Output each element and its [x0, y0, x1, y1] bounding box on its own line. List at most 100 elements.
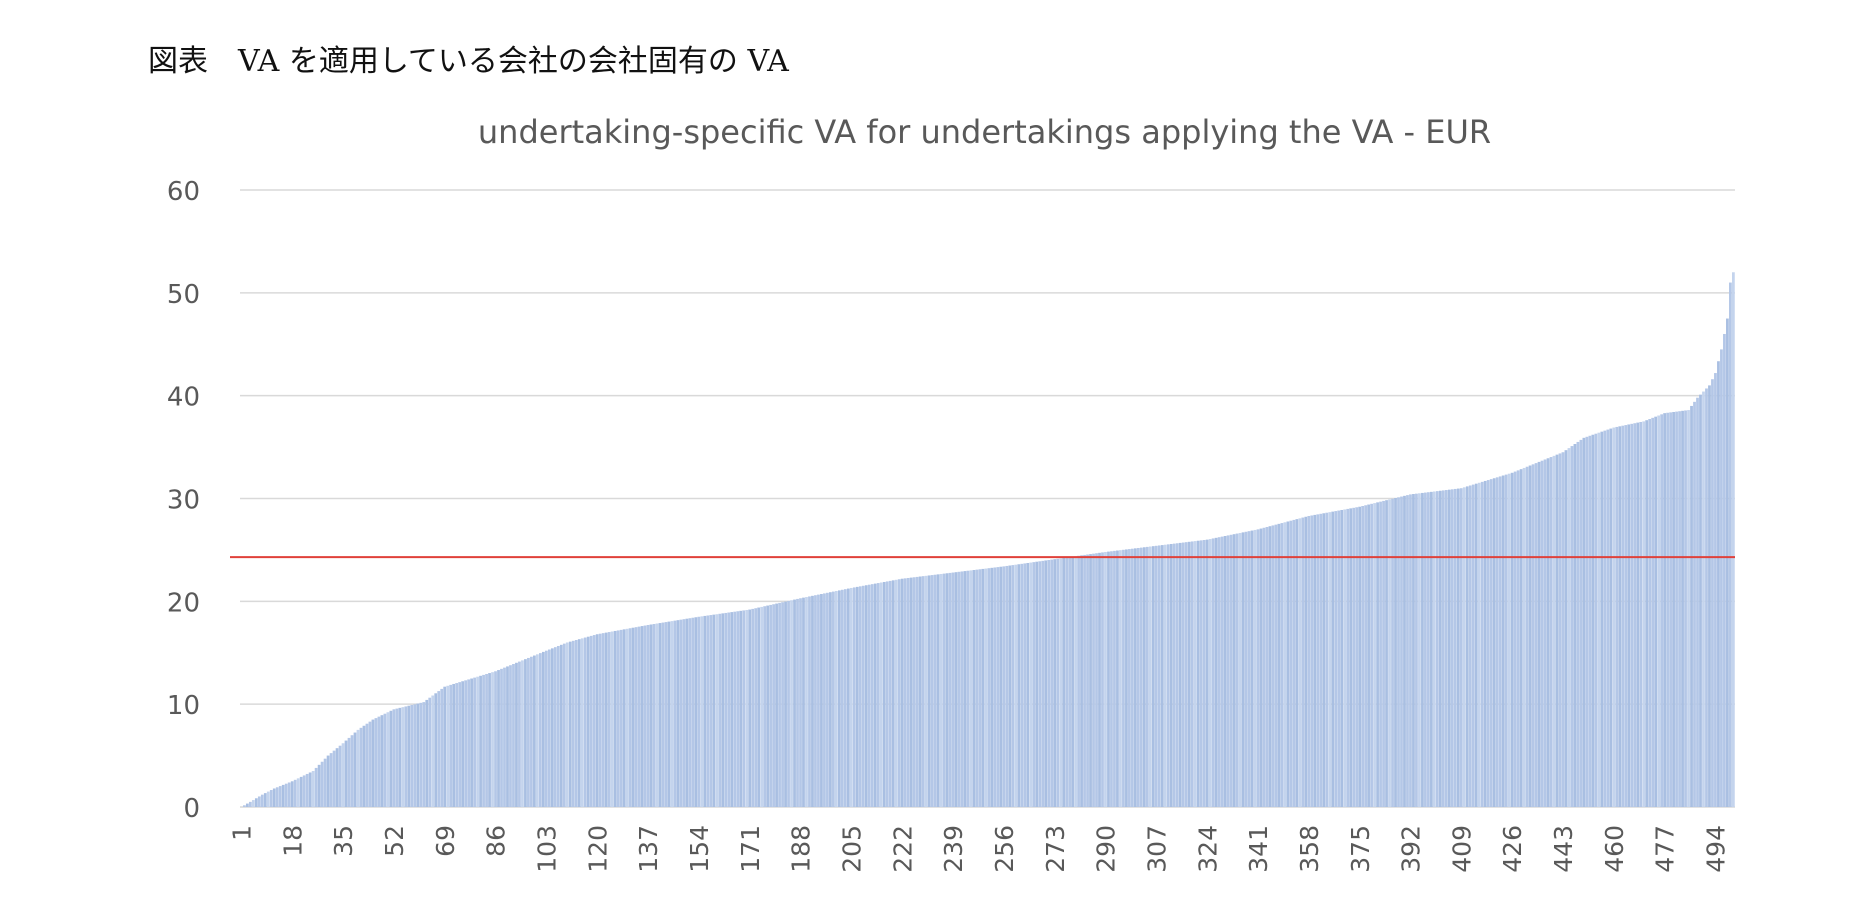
bar: [855, 586, 859, 807]
bar: [637, 626, 641, 807]
bar: [897, 579, 901, 807]
bar: [1220, 536, 1224, 807]
bar: [479, 675, 482, 807]
bar: [547, 649, 551, 807]
bar: [527, 657, 530, 807]
bar: [1714, 373, 1717, 807]
bar: [1098, 552, 1101, 807]
bar: [1238, 532, 1242, 807]
bar: [1035, 561, 1039, 807]
bar: [1328, 512, 1332, 807]
bar: [1023, 563, 1027, 807]
bar: [1436, 491, 1439, 807]
bar: [1325, 512, 1329, 807]
bar: [610, 631, 614, 807]
bar: [1077, 555, 1080, 807]
bar: [661, 622, 665, 807]
bar: [1080, 555, 1083, 807]
bar: [1504, 474, 1508, 807]
bar: [1633, 423, 1637, 807]
bar: [1283, 522, 1287, 807]
bar: [398, 707, 402, 807]
bar: [374, 718, 378, 807]
bar: [1540, 460, 1544, 807]
bar: [829, 592, 832, 807]
x-axis-ticks: 1 18 35 52 69 86 103 120 137 154 171 188 205 222 239 25…: [228, 825, 1731, 873]
bar: [936, 574, 940, 807]
bar: [1310, 515, 1314, 807]
bar: [1017, 564, 1021, 807]
bar: [1489, 479, 1493, 807]
bar: [1483, 480, 1487, 807]
bar: [320, 761, 324, 807]
bar: [539, 653, 542, 807]
bar: [954, 572, 958, 807]
bar: [389, 710, 393, 807]
bar: [1026, 562, 1030, 807]
bar: [1331, 511, 1335, 807]
bar: [589, 635, 593, 807]
bar: [1597, 432, 1601, 807]
bar: [879, 582, 883, 807]
bar: [1510, 472, 1514, 807]
bar: [1262, 527, 1266, 807]
bar: [1196, 540, 1200, 807]
bar: [613, 630, 617, 807]
bar: [284, 783, 288, 807]
bar: [778, 602, 781, 807]
bar: [676, 620, 680, 807]
bar: [500, 668, 503, 807]
bar: [1349, 508, 1353, 807]
bar: [1367, 504, 1370, 807]
bar: [1211, 538, 1215, 807]
bar: [802, 597, 805, 807]
bar: [1370, 503, 1373, 807]
bar: [709, 615, 713, 807]
bar: [1157, 545, 1161, 807]
bar: [347, 737, 351, 807]
bar: [1720, 349, 1723, 807]
x-tick-label: 307: [1142, 825, 1171, 873]
bar: [568, 641, 572, 807]
bar: [858, 586, 862, 807]
x-tick-label: 1: [228, 825, 257, 841]
bar: [440, 688, 444, 807]
bar: [266, 791, 270, 807]
bar: [536, 654, 539, 807]
bar: [562, 643, 566, 807]
bar: [470, 678, 473, 807]
bar: [1044, 560, 1048, 807]
bar: [1690, 405, 1693, 807]
x-tick-label: 256: [990, 825, 1019, 873]
bar: [518, 661, 521, 807]
x-tick-label: 188: [787, 825, 816, 873]
bar: [1450, 489, 1454, 807]
bar: [326, 755, 330, 807]
bar: [281, 784, 285, 807]
bar: [1681, 410, 1684, 807]
bar: [592, 635, 596, 807]
bar: [556, 645, 560, 807]
bar: [1648, 419, 1652, 807]
bar: [1567, 448, 1571, 807]
bar: [1421, 492, 1424, 807]
bar: [1594, 433, 1598, 807]
bar: [757, 607, 761, 807]
bar: [909, 577, 913, 807]
bar: [652, 624, 656, 807]
bar: [515, 662, 518, 807]
x-tick-label: 171: [736, 825, 765, 873]
bar: [1382, 500, 1385, 807]
bar: [254, 798, 258, 807]
x-tick-label: 324: [1193, 825, 1222, 873]
bar: [1148, 546, 1152, 807]
bar: [649, 624, 653, 807]
bar: [852, 587, 856, 807]
bar: [933, 574, 937, 807]
bar: [1480, 481, 1484, 807]
bar: [1561, 452, 1565, 807]
y-tick-label: 30: [167, 486, 200, 516]
bar: [643, 625, 647, 807]
bar: [497, 670, 500, 807]
bar: [1119, 550, 1122, 807]
